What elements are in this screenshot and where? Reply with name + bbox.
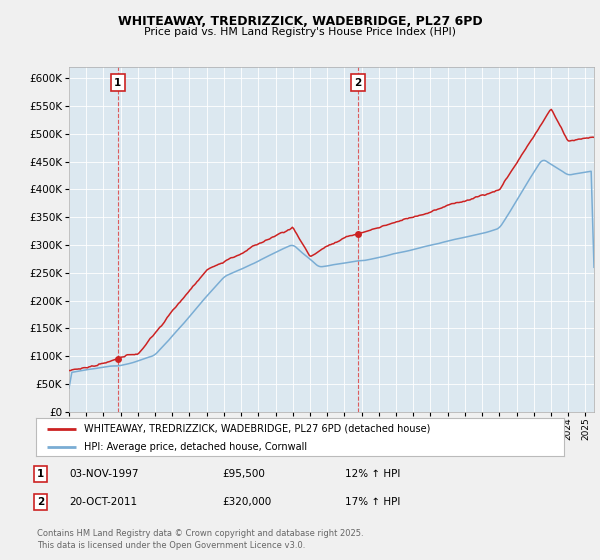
Text: £320,000: £320,000 [222, 497, 271, 507]
Text: WHITEAWAY, TREDRIZZICK, WADEBRIDGE, PL27 6PD: WHITEAWAY, TREDRIZZICK, WADEBRIDGE, PL27… [118, 15, 482, 28]
Text: HPI: Average price, detached house, Cornwall: HPI: Average price, detached house, Corn… [83, 442, 307, 452]
Text: 12% ↑ HPI: 12% ↑ HPI [345, 469, 400, 479]
Text: 20-OCT-2011: 20-OCT-2011 [69, 497, 137, 507]
Text: 17% ↑ HPI: 17% ↑ HPI [345, 497, 400, 507]
Text: Contains HM Land Registry data © Crown copyright and database right 2025.
This d: Contains HM Land Registry data © Crown c… [37, 529, 364, 550]
Text: 03-NOV-1997: 03-NOV-1997 [69, 469, 139, 479]
Text: 1: 1 [114, 78, 122, 88]
Text: Price paid vs. HM Land Registry's House Price Index (HPI): Price paid vs. HM Land Registry's House … [144, 27, 456, 37]
Text: 2: 2 [355, 78, 362, 88]
Text: 1: 1 [37, 469, 44, 479]
Text: £95,500: £95,500 [222, 469, 265, 479]
Text: 2: 2 [37, 497, 44, 507]
Text: WHITEAWAY, TREDRIZZICK, WADEBRIDGE, PL27 6PD (detached house): WHITEAWAY, TREDRIZZICK, WADEBRIDGE, PL27… [83, 424, 430, 434]
